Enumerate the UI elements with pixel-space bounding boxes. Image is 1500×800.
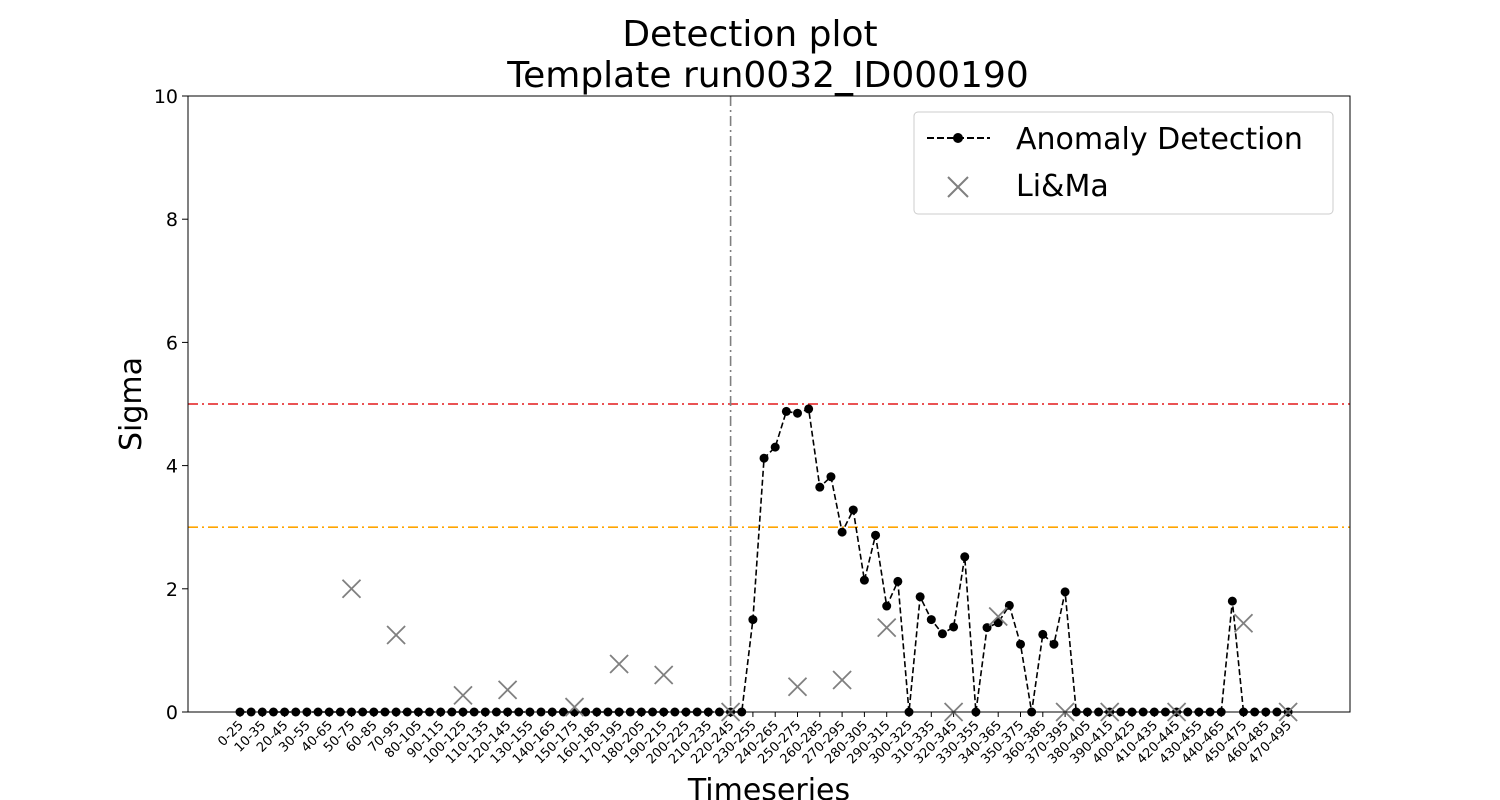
y-tick-label: 4 <box>166 456 178 478</box>
anomaly-detection-point <box>781 406 791 416</box>
anomaly-detection-point <box>949 622 959 632</box>
legend-lima-cross-icon <box>947 176 969 198</box>
anomaly-detection-point <box>815 482 825 492</box>
anomaly-detection-point <box>960 552 970 562</box>
anomaly-detection-point <box>848 505 858 515</box>
anomaly-detection-point <box>748 615 758 625</box>
anomaly-detection-point <box>993 618 1003 628</box>
lima-point <box>654 665 674 685</box>
anomaly-detection-point <box>1049 639 1059 649</box>
lima-point <box>1233 613 1254 633</box>
anomaly-detection-point <box>1227 596 1237 606</box>
chart-title: Detection plot <box>622 14 877 55</box>
lima-series <box>341 579 1298 722</box>
anomaly-detection-point <box>915 592 925 602</box>
legend-label-anomaly-detection: Anomaly Detection <box>1016 122 1303 157</box>
lima-point <box>988 606 1008 627</box>
y-axis-ticks: 0 2 4 6 8 10 <box>154 86 188 724</box>
y-tick-label: 8 <box>166 209 178 231</box>
anomaly-detection-point <box>882 601 892 611</box>
lima-point <box>609 654 629 674</box>
x-axis-ticks: 0-2510-3520-4530-5540-6550-7560-8570-958… <box>215 712 1295 767</box>
y-tick-label: 2 <box>166 579 178 601</box>
anomaly-detection-point <box>759 453 769 463</box>
anomaly-detection-point <box>770 442 780 452</box>
x-axis-label: Timeseries <box>687 773 850 800</box>
legend-label-lima: Li&Ma <box>1016 169 1109 204</box>
y-tick-label: 0 <box>166 702 178 724</box>
lima-point <box>877 617 897 638</box>
anomaly-detection-point <box>937 629 947 639</box>
lima-point <box>787 677 808 697</box>
anomaly-detection-point <box>893 576 903 586</box>
reference-lines <box>188 96 1350 712</box>
lima-point <box>386 625 406 645</box>
anomaly-detection-series <box>235 404 1293 717</box>
anomaly-detection-point <box>837 527 847 537</box>
lima-point <box>564 697 585 717</box>
anomaly-detection-point <box>804 404 814 414</box>
anomaly-detection-point <box>859 575 869 585</box>
y-axis-label: Sigma <box>114 357 149 451</box>
legend-frame <box>913 111 1334 215</box>
anomaly-detection-point <box>1038 629 1048 639</box>
y-tick-label: 6 <box>166 332 178 354</box>
chart-subtitle: Template run0032_ID000190 <box>506 55 1029 96</box>
plot-frame <box>187 95 1351 713</box>
lima-point <box>497 680 518 700</box>
lima-point <box>832 670 852 690</box>
legend: Anomaly Detection Li&Ma <box>913 111 1334 215</box>
legend-anomaly-marker-icon <box>953 133 963 143</box>
lima-point <box>453 685 473 706</box>
anomaly-detection-point <box>793 408 802 418</box>
anomaly-detection-point <box>1016 639 1025 649</box>
y-tick-label: 10 <box>154 86 178 108</box>
anomaly-detection-point <box>926 615 936 625</box>
anomaly-detection-point <box>1060 587 1070 597</box>
anomaly-detection-point <box>871 530 881 540</box>
anomaly-detection-point <box>826 472 836 482</box>
lima-point <box>341 579 362 599</box>
